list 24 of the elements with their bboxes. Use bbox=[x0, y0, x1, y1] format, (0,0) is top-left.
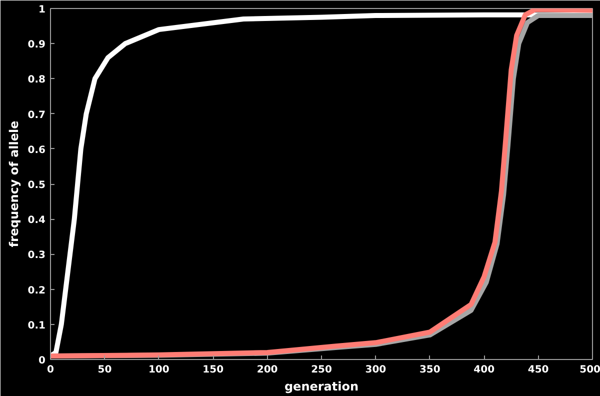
y-tick-label: 0.8 bbox=[28, 74, 46, 86]
x-tick-label: 250 bbox=[311, 364, 332, 376]
y-tick-label: 0.4 bbox=[28, 215, 46, 226]
y-tick-label: 0.5 bbox=[28, 180, 46, 191]
y-tick-label: 1 bbox=[38, 4, 46, 16]
x-tick-label: 350 bbox=[419, 364, 440, 376]
y-tick-label: 0 bbox=[38, 356, 46, 366]
x-tick-label: 150 bbox=[202, 364, 224, 376]
x-tick-label: 500 bbox=[580, 364, 600, 376]
x-tick-label: 400 bbox=[474, 364, 495, 376]
x-tick-label: 300 bbox=[365, 364, 386, 376]
y-tick-label: 0.6 bbox=[28, 144, 46, 156]
y-tick-label: 0.1 bbox=[28, 320, 46, 332]
x-tick-label: 50 bbox=[98, 364, 112, 376]
x-tick-label: 200 bbox=[256, 364, 278, 376]
x-tick-label: 450 bbox=[528, 364, 549, 376]
y-tick-label: 0.3 bbox=[28, 250, 46, 262]
y-tick-label: 0.7 bbox=[28, 110, 46, 121]
y-tick-label: 0.2 bbox=[28, 285, 46, 296]
y-axis-title: frequency of allele bbox=[6, 120, 21, 248]
y-tick-label: 0.9 bbox=[28, 40, 46, 51]
x-axis-title: generation bbox=[284, 380, 359, 394]
x-tick-label: 100 bbox=[148, 364, 170, 376]
x-tick-label: 0 bbox=[47, 364, 54, 376]
